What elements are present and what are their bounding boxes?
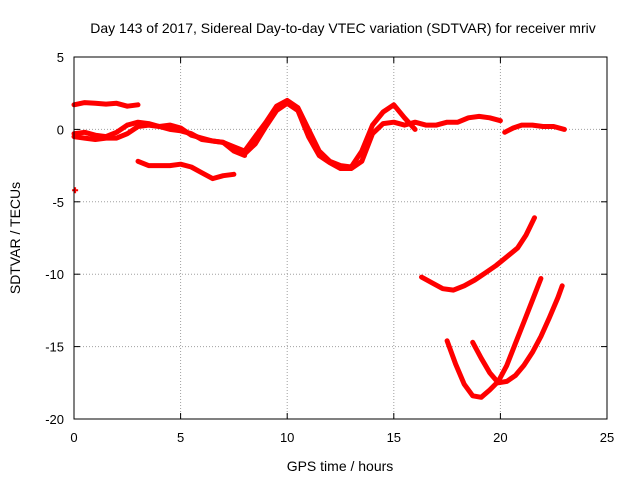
y-tick-label: -15: [45, 340, 64, 355]
y-axis-label: SDTVAR / TECUs: [7, 182, 23, 294]
y-tick-label: -10: [45, 267, 64, 282]
series-arc-5: [502, 122, 567, 135]
axis-ticks: 0 5 10 15 20 25 -20 -15 -10 -5 0 5: [45, 50, 614, 445]
y-tick-label: -20: [45, 412, 64, 427]
x-tick-label: 15: [387, 430, 401, 445]
y-tick-label: 5: [57, 50, 64, 65]
x-tick-label: 25: [600, 430, 614, 445]
grid: [74, 57, 607, 419]
series-arc-10: [470, 283, 565, 386]
x-tick-label: 0: [70, 430, 77, 445]
x-tick-label: 5: [177, 430, 184, 445]
y-tick-label: 0: [57, 122, 64, 137]
x-axis-label: GPS time / hours: [287, 458, 394, 474]
series-arc-6: [135, 158, 237, 182]
y-tick-label: -5: [52, 195, 64, 210]
series-arc-7-point: [72, 187, 79, 194]
series-group: [71, 97, 567, 400]
series-arc-9: [444, 276, 544, 400]
series-arc-4: [220, 100, 503, 171]
series-arc-1: [71, 100, 141, 109]
x-tick-label: 20: [493, 430, 507, 445]
plot-frame: [73, 56, 608, 420]
series-arc-8: [419, 215, 537, 293]
x-tick-label: 10: [280, 430, 294, 445]
chart-title: Day 143 of 2017, Sidereal Day-to-day VTE…: [90, 20, 595, 36]
